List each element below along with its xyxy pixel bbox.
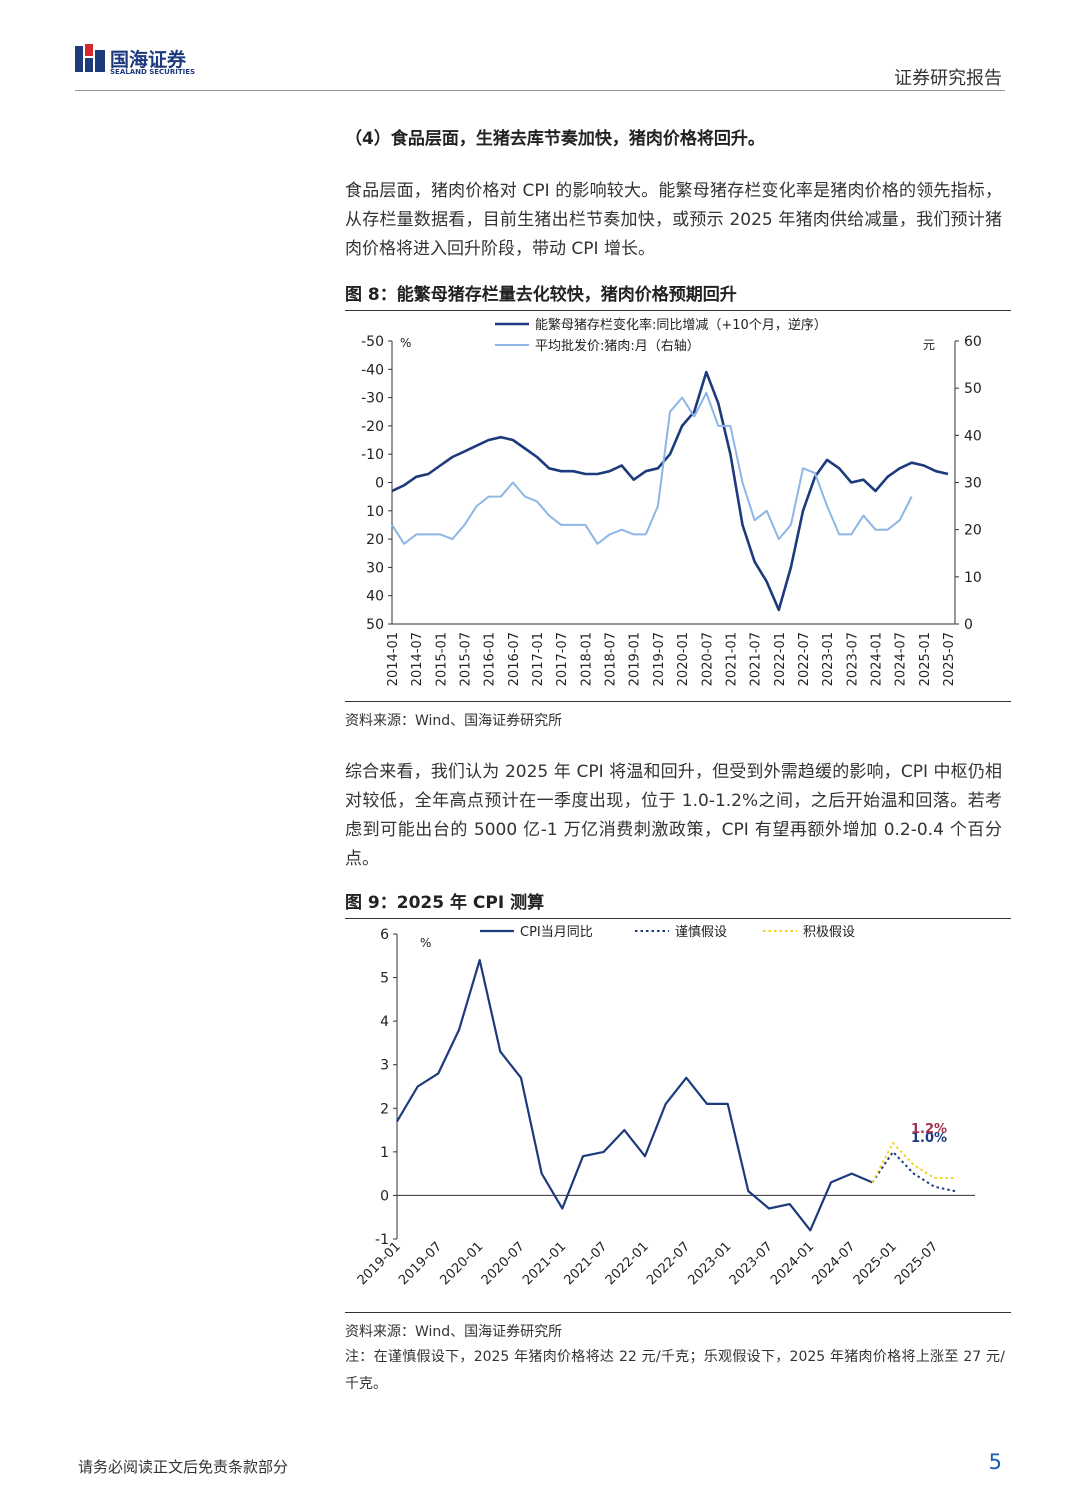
x-tick-label: 2025-01 <box>918 632 933 686</box>
x-tick-label: 2020-07 <box>700 632 715 686</box>
value-label: 1.2% <box>911 1122 947 1137</box>
x-tick-label: 2016-01 <box>483 632 498 686</box>
y-tick-label: 40 <box>366 589 384 605</box>
x-tick-label: 2021-01 <box>724 632 739 686</box>
x-tick-label: 2024-07 <box>894 632 909 686</box>
x-tick-label: 2019-01 <box>628 632 643 686</box>
x-tick-label: 2017-07 <box>555 632 570 686</box>
legend-label: 积极假设 <box>803 925 855 940</box>
y-tick-label: 4 <box>380 1014 389 1030</box>
x-tick-label: 2014-01 <box>386 632 401 686</box>
y-tick-label: -10 <box>361 447 384 463</box>
y2-tick-label: 0 <box>964 617 973 633</box>
x-tick-label: 2024-01 <box>768 1239 817 1288</box>
page-number: 5 <box>988 1450 1002 1474</box>
logo-icon <box>75 44 105 72</box>
y-tick-label: 50 <box>366 617 384 633</box>
series-line <box>396 959 873 1232</box>
x-tick-label: 2022-01 <box>603 1239 652 1288</box>
y2-tick-label: 30 <box>964 476 982 492</box>
x-tick-label: 2024-01 <box>869 632 884 686</box>
y-unit: % <box>400 336 411 350</box>
x-tick-label: 2014-07 <box>410 632 425 686</box>
series-line <box>391 391 913 545</box>
y2-tick-label: 50 <box>964 381 982 397</box>
x-tick-label: 2020-01 <box>437 1239 486 1288</box>
x-tick-label: 2025-07 <box>892 1239 941 1288</box>
x-tick-label: 2021-01 <box>520 1239 569 1288</box>
x-tick-label: 2023-07 <box>845 632 860 686</box>
value-label: 1.0% <box>911 1131 947 1146</box>
x-tick-label: 2018-01 <box>579 632 594 686</box>
series-line <box>871 1142 955 1183</box>
x-tick-label: 2020-07 <box>479 1239 528 1288</box>
series-line <box>391 370 949 612</box>
x-tick-label: 2019-07 <box>396 1239 445 1288</box>
logo-text: 国海证券 <box>110 49 187 71</box>
y2-tick-label: 10 <box>964 570 982 586</box>
legend-label: 谨慎假设 <box>675 925 727 940</box>
y-tick-label: 10 <box>366 504 384 520</box>
y-tick-label: -40 <box>361 362 384 378</box>
x-tick-label: 2022-01 <box>773 632 788 686</box>
y-tick-label: -20 <box>361 419 384 435</box>
figure-source: 资料来源：Wind、国海证券研究所 <box>345 701 1011 735</box>
paragraph: 食品层面，猪肉价格对 CPI 的影响较大。能繁母猪存栏变化率是猪肉价格的领先指标… <box>345 181 1002 259</box>
y-tick-label: 1 <box>380 1145 389 1161</box>
x-tick-label: 2025-01 <box>851 1239 900 1288</box>
y-tick-label: 0 <box>380 1188 389 1204</box>
series-line <box>871 1150 956 1193</box>
x-tick-label: 2020-01 <box>676 632 691 686</box>
figure-note: 注：在谨慎假设下，2025 年猪肉价格将达 22 元/千克；乐观假设下，2025… <box>345 1349 1005 1392</box>
y-tick-label: -30 <box>361 391 384 407</box>
y-tick-label: 2 <box>380 1101 389 1117</box>
legend-label: 能繁母猪存栏变化率:同比增减（+10个月，逆序） <box>535 317 827 333</box>
x-tick-label: 2025-07 <box>942 632 957 686</box>
header-rule <box>75 90 1005 91</box>
paragraph: 综合来看，我们认为 2025 年 CPI 将温和回升，但受到外需趋缓的影响，CP… <box>345 762 1002 869</box>
y2-tick-label: 20 <box>964 523 982 539</box>
x-tick-label: 2024-07 <box>809 1239 858 1288</box>
y2-unit: 元 <box>923 338 935 352</box>
y-tick-label: 3 <box>380 1058 389 1074</box>
x-tick-label: 2023-07 <box>727 1239 776 1288</box>
x-tick-label: 2017-01 <box>531 632 546 686</box>
x-tick-label: 2016-07 <box>507 632 522 686</box>
logo-subtext: SEALAND SECURITIES <box>110 68 196 76</box>
x-tick-label: 2023-01 <box>685 1239 734 1288</box>
y-tick-label: 5 <box>380 971 389 987</box>
x-tick-label: 2015-07 <box>459 632 474 686</box>
y-tick-label: -50 <box>361 334 384 350</box>
figure-source: 资料来源：Wind、国海证券研究所 <box>345 1312 1011 1346</box>
y-tick-label: 6 <box>380 927 389 943</box>
figure-caption: 图 8：能繁母猪存栏量去化较快，猪肉价格预期回升 <box>345 280 1011 311</box>
section-heading: （4）食品层面，生猪去库节奏加快，猪肉价格将回升。 <box>345 129 765 149</box>
legend-label: 平均批发价:猪肉:月（右轴） <box>535 338 700 354</box>
figure-caption: 图 9：2025 年 CPI 测算 <box>345 888 1011 919</box>
x-tick-label: 2019-07 <box>652 632 667 686</box>
x-tick-label: 2023-01 <box>821 632 836 686</box>
y2-tick-label: 60 <box>964 334 982 350</box>
x-tick-label: 2022-07 <box>644 1239 693 1288</box>
report-type: 证券研究报告 <box>894 68 1002 89</box>
y-tick-label: -1 <box>375 1232 389 1248</box>
footer-disclaimer: 请务必阅读正文后免责条款部分 <box>78 1458 289 1476</box>
legend-label: CPI当月同比 <box>520 925 593 940</box>
x-tick-label: 2021-07 <box>749 632 764 686</box>
y2-tick-label: 40 <box>964 428 982 444</box>
y-tick-label: 20 <box>366 532 384 548</box>
x-tick-label: 2018-07 <box>604 632 619 686</box>
x-tick-label: 2021-07 <box>561 1239 610 1288</box>
y-unit: % <box>420 936 431 950</box>
y-tick-label: 30 <box>366 560 384 576</box>
x-tick-label: 2015-01 <box>434 632 449 686</box>
y-tick-label: 0 <box>375 476 384 492</box>
x-tick-label: 2022-07 <box>797 632 812 686</box>
chart: -50 -40 -30 -20 -10 0 10 20 30 40 50 0 10 20 30 40 50 60%… <box>361 317 982 686</box>
